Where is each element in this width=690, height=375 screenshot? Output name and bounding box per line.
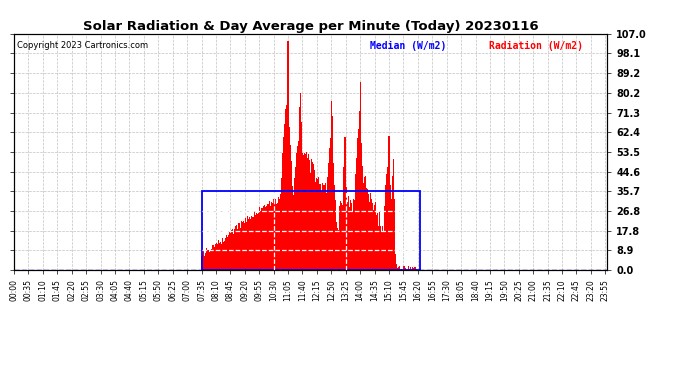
Text: Radiation (W/m2): Radiation (W/m2)	[489, 41, 582, 51]
Title: Solar Radiation & Day Average per Minute (Today) 20230116: Solar Radiation & Day Average per Minute…	[83, 20, 538, 33]
Text: Copyright 2023 Cartronics.com: Copyright 2023 Cartronics.com	[17, 41, 148, 50]
Text: Median (W/m2): Median (W/m2)	[370, 41, 446, 51]
Bar	[201, 191, 420, 270]
